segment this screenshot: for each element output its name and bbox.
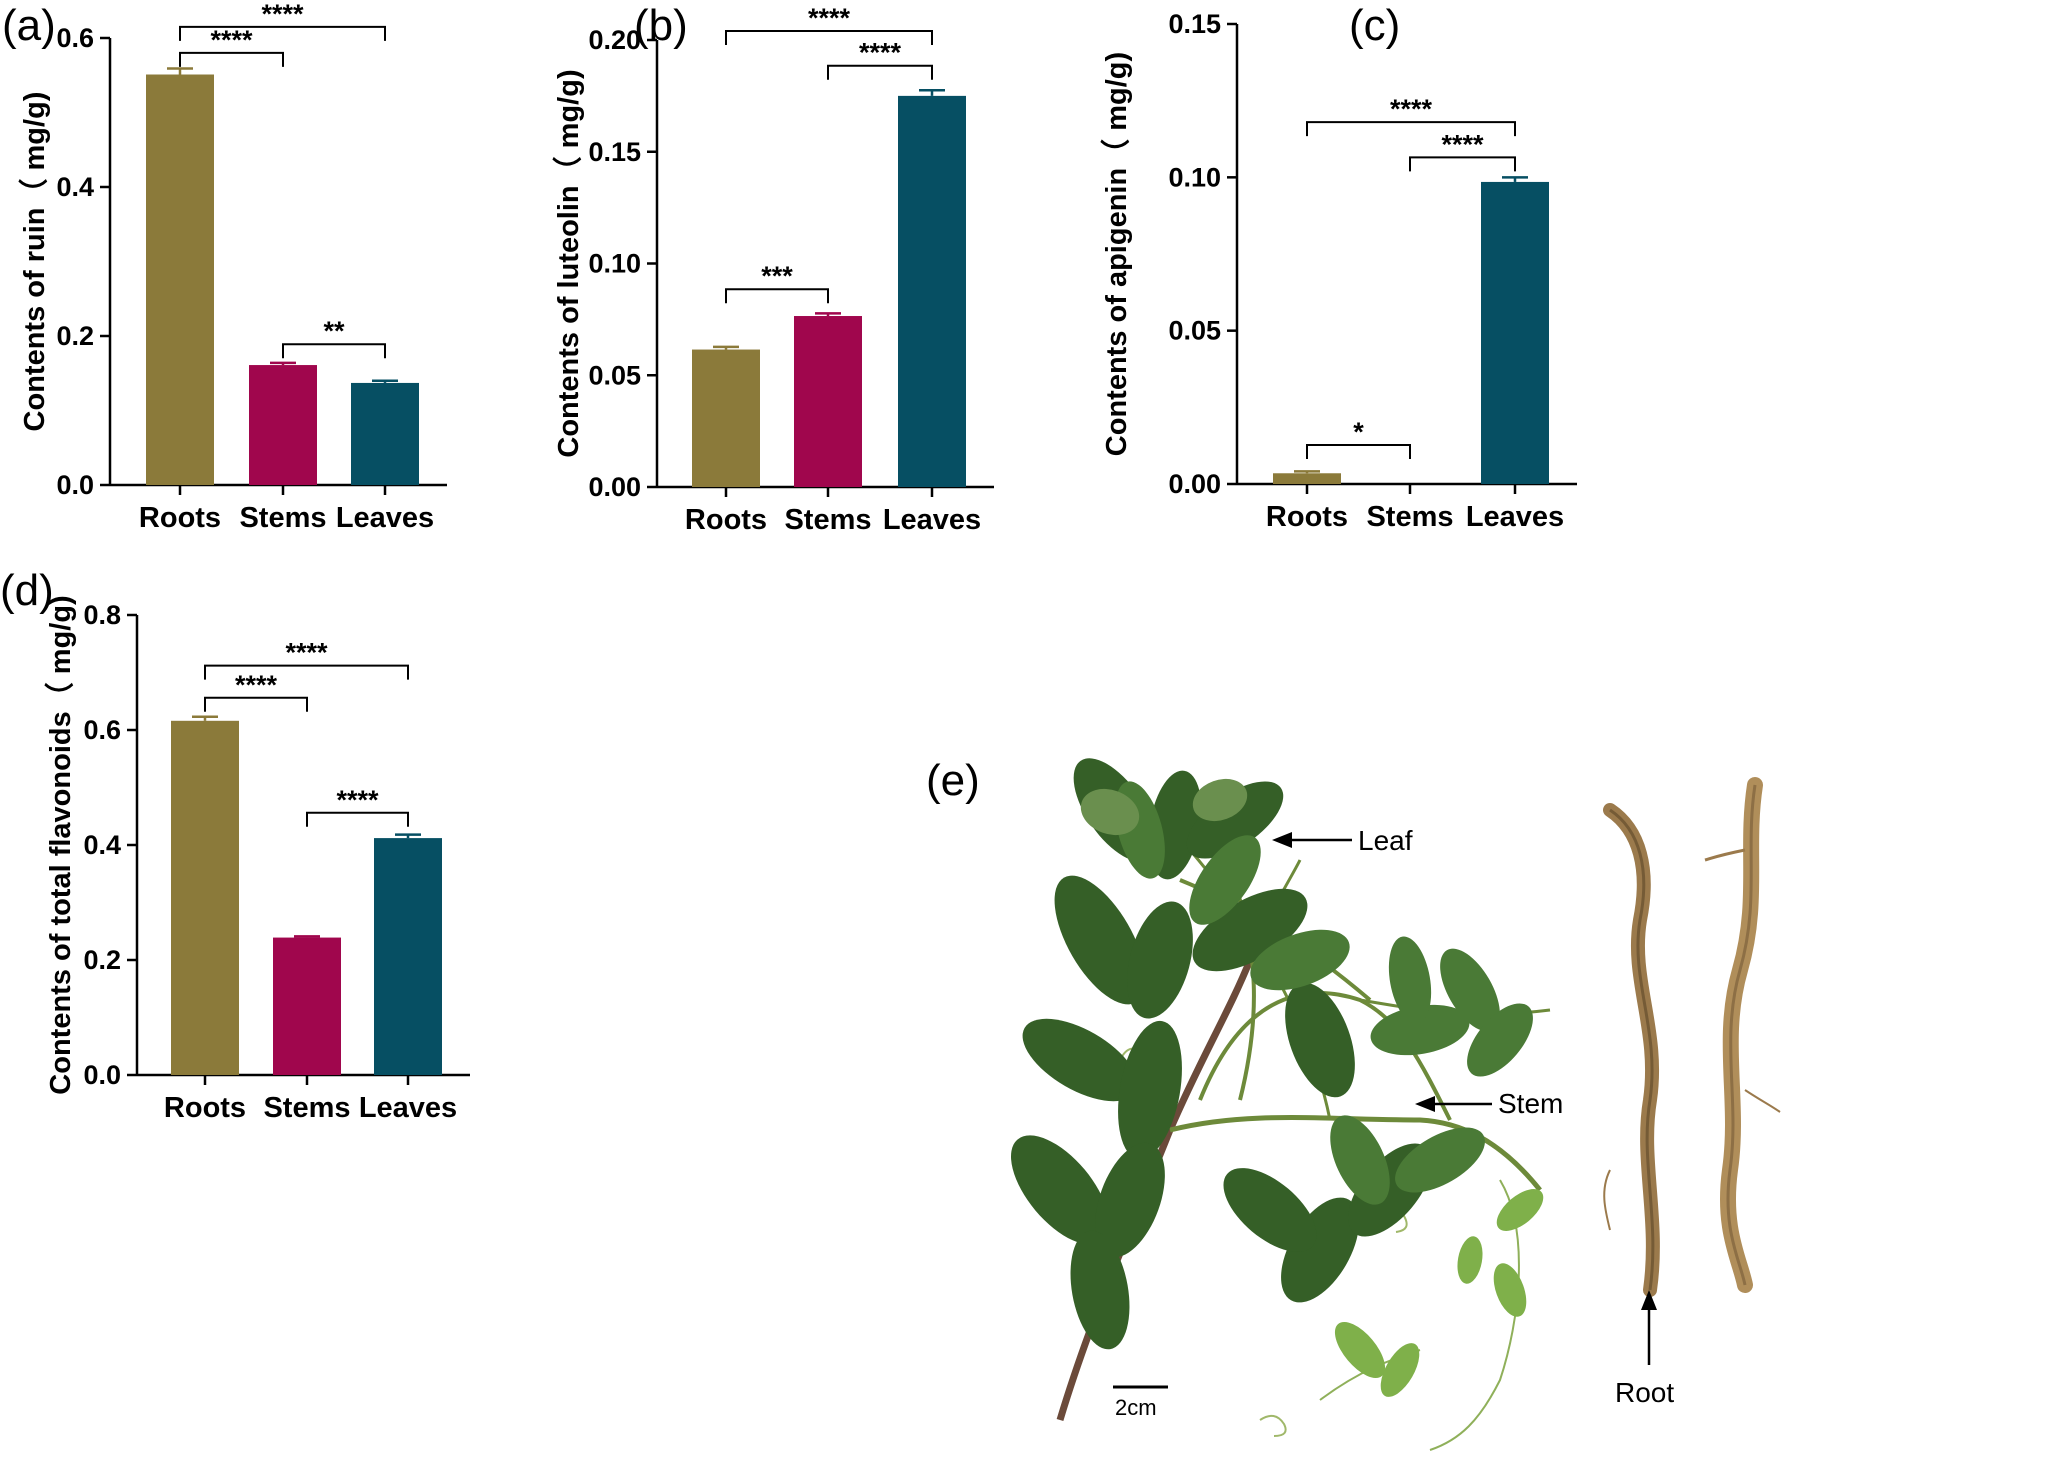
y-axis-label: Contents of luteolin（ mg/g) [552,69,585,457]
y-tick-label: 0.2 [56,321,94,351]
y-tick-label: 0.0 [56,470,94,500]
category-label-leaves: Leaves [883,504,981,536]
significance-label: **** [235,670,278,700]
stem-label: Stem [1498,1088,1563,1119]
category-label-stems: Stems [239,502,326,534]
y-axis-label: Contents of total flavonoids（ mg/g) [44,595,77,1094]
y-tick-label: 0.10 [1168,162,1221,192]
root-left [1603,803,1660,1297]
significance-bracket [306,811,409,827]
leaf-annotation: Leaf [1272,825,1413,856]
bar-leaves [1481,181,1549,484]
plant-illustration: 2cm Leaf Stem Root [1011,758,1781,1451]
arrow-left-icon [1272,832,1292,848]
significance-label: **** [1390,94,1433,124]
y-axis-label: Contents of ruin（ mg/g) [18,92,51,432]
bar-leaves [898,95,966,487]
y-tick-label: 0.4 [56,172,94,202]
significance-label: **** [808,3,851,33]
y-tick-label: 0.6 [83,715,121,745]
chart-panel-a: (a) 0.0 0.2 0.4 0.6 Contents of ruin（ mg/g) Ro… [2,0,447,534]
category-label-leaves: Leaves [359,1092,457,1124]
significance-bracket [179,51,284,67]
category-label-leaves: Leaves [336,502,434,534]
panel-letter: (c) [1349,1,1400,50]
root-label: Root [1615,1377,1674,1408]
significance-bracket [725,30,933,46]
y-tick-label: 0.05 [588,360,641,390]
significance-label: *** [761,261,793,291]
bar-stems [794,316,862,487]
panel-letter: (d) [0,566,54,615]
bar-leaves [351,382,419,485]
plant-photo-panel: (e) [926,756,1781,1451]
category-label-roots: Roots [164,1092,246,1124]
y-tick-label: 0.10 [588,249,641,279]
category-label-stems: Stems [263,1092,350,1124]
chart-panel-c: (c) 0.00 0.05 0.10 0.15 Contents of apigenin（… [1100,1,1577,533]
y-tick-label: 0.00 [588,472,641,502]
bar-leaves [374,838,442,1075]
arrow-up-icon [1641,1290,1657,1310]
significance-label: **** [210,25,253,55]
panel-letter: (a) [2,1,56,50]
panel-letter-e: (e) [926,756,980,805]
y-tick-label: 0.15 [588,137,641,167]
bar-roots [146,74,214,485]
significance-bracket [1409,156,1516,172]
y-axis-label: Contents of apigenin（ mg/g) [1100,52,1133,456]
panel-letter: (b) [634,1,688,50]
significance-bracket [282,343,386,359]
category-label-stems: Stems [784,504,871,536]
category-label-roots: Roots [139,502,221,534]
category-label-stems: Stems [1366,501,1453,533]
significance-bracket [179,25,386,41]
arrow-left-icon [1415,1096,1435,1112]
y-tick-label: 0.00 [1168,469,1221,499]
y-tick-label: 0.15 [1168,9,1221,39]
significance-bracket [725,288,829,304]
significance-bracket [1306,444,1411,460]
root-annotation: Root [1615,1290,1674,1408]
y-tick-label: 0.4 [83,830,121,860]
bar-stems [273,937,341,1075]
category-label-roots: Roots [1266,501,1348,533]
bar-roots [171,720,239,1075]
bar-roots [692,349,760,487]
significance-bracket [1306,121,1516,137]
stem-annotation: Stem [1415,1088,1563,1119]
y-tick-label: 0.20 [588,25,641,55]
significance-label: **** [261,0,304,29]
y-tick-label: 0.8 [83,600,121,630]
y-tick-label: 0.2 [83,945,121,975]
significance-label: * [1353,417,1364,447]
scale-bar-label: 2cm [1115,1395,1157,1420]
significance-label: **** [285,638,328,668]
y-tick-label: 0.0 [83,1060,121,1090]
significance-bracket [204,696,308,712]
y-tick-label: 0.6 [56,23,94,53]
category-label-roots: Roots [685,504,767,536]
significance-bracket [827,64,933,80]
significance-label: **** [859,38,902,68]
significance-label: ** [323,316,345,346]
category-label-leaves: Leaves [1466,501,1564,533]
significance-bracket [204,664,409,680]
significance-label: **** [1441,129,1484,159]
bar-roots [1273,473,1341,484]
significance-label: **** [336,785,379,815]
leaf-label: Leaf [1358,825,1413,856]
bar-stems [249,365,317,485]
y-tick-label: 0.05 [1168,316,1221,346]
